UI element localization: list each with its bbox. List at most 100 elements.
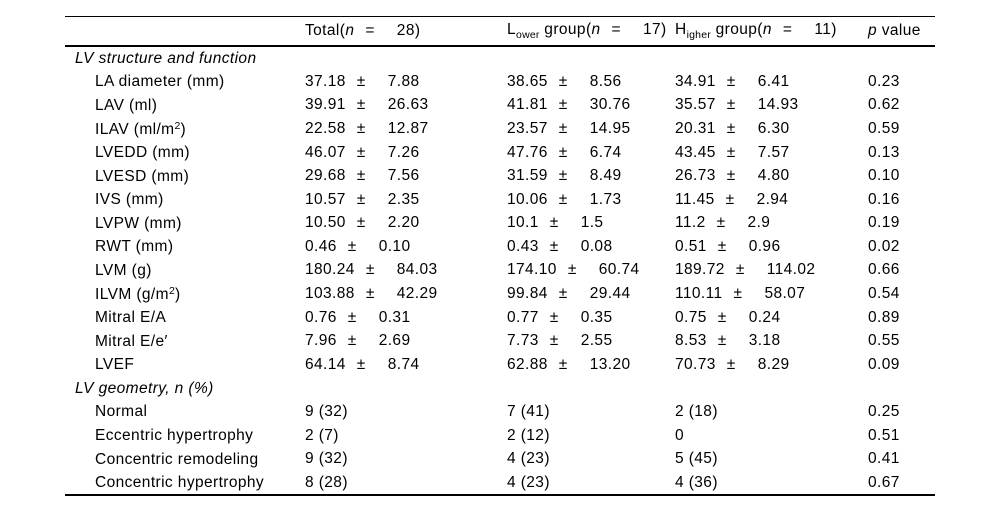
total-plus-minus: ± [356, 143, 366, 161]
p-value-text: 0.02 [868, 237, 900, 255]
higher-mean: 2 (18) [675, 402, 718, 420]
table-row: LVEF 64.14 ±8.74 62.88 ±13.20 70.73 ±8.29 0… [65, 353, 935, 377]
higher-plus-minus: ± [726, 96, 736, 114]
total-mean: 9 (32) [305, 450, 348, 468]
higher-mean: 0.75 [675, 308, 707, 326]
cell-p-value: 0.55 [868, 332, 935, 350]
table-row: LVPW (mm) 10.50 ±2.20 10.1 ±1.5 11.2 ±2.9 0… [65, 212, 935, 236]
row-label-text: ILVM (g/m [95, 285, 169, 303]
higher-mean: 26.73 [675, 167, 716, 185]
lower-sd: 1.5 [580, 214, 604, 232]
cell-lower-group: 174.10 ±60.74 [507, 261, 675, 279]
row-label-suffix: ) [180, 120, 187, 138]
header-p-italic: p [868, 21, 878, 39]
higher-plus-minus: ± [726, 167, 736, 185]
row-label-text: LV geometry, n (%) [75, 379, 214, 397]
total-mean: 10.50 [305, 214, 346, 232]
lower-mean: 7.73 [507, 332, 539, 350]
p-value-text: 0.16 [868, 190, 900, 208]
total-mean: 29.68 [305, 167, 346, 185]
cell-higher-group: 189.72 ±114.02 [675, 261, 868, 279]
lower-mean: 31.59 [507, 167, 548, 185]
higher-sd: 2.9 [747, 214, 771, 232]
row-label: LV geometry, n (%) [65, 379, 305, 398]
cell-higher-group [675, 49, 868, 67]
cell-higher-group: 11.45 ±2.94 [675, 191, 868, 209]
cell-total: 46.07 ±7.26 [305, 144, 507, 162]
lower-sd: 0.08 [580, 237, 613, 255]
higher-sd: 14.93 [757, 96, 799, 114]
p-value-text: 0.19 [868, 214, 900, 232]
row-label: LVM (g) [65, 261, 305, 280]
lower-plus-minus: ± [549, 332, 559, 350]
total-sd: 0.31 [378, 308, 411, 326]
row-label: Concentric remodeling [65, 450, 305, 469]
lower-mean: 174.10 [507, 261, 557, 279]
higher-plus-minus: ± [717, 237, 727, 255]
higher-mean: 110.11 [675, 285, 723, 303]
table-body: LV structure and function LA diameter (m… [65, 47, 935, 495]
lower-sd: 1.73 [589, 190, 622, 208]
lower-plus-minus: ± [558, 143, 568, 161]
cell-total: 29.68 ±7.56 [305, 167, 507, 185]
table-row: Mitral E/e′ 7.96 ±2.69 7.73 ±2.55 8.53 ±3.1… [65, 329, 935, 353]
total-mean: 22.58 [305, 120, 346, 138]
row-label: Normal [65, 402, 305, 421]
total-mean: 7.96 [305, 332, 337, 350]
lower-plus-minus: ± [558, 72, 568, 90]
higher-plus-minus: ± [726, 143, 736, 161]
cell-lower-group: 2 (12) [507, 427, 675, 445]
cell-p-value: 0.09 [868, 356, 935, 374]
total-plus-minus: ± [356, 190, 366, 208]
header-total-n: n [345, 21, 355, 39]
lower-mean: 7 (41) [507, 402, 550, 420]
cell-total [305, 49, 507, 67]
row-label: LA diameter (mm) [65, 72, 305, 91]
row-label: ILAV (ml/m2) [65, 120, 305, 139]
total-plus-minus: ± [356, 96, 366, 114]
row-label: Mitral E/e′ [65, 332, 305, 351]
cell-lower-group: 0.77 ±0.35 [507, 309, 675, 327]
cell-total: 0.76 ±0.31 [305, 309, 507, 327]
row-label-text: LV structure and function [75, 49, 257, 67]
cell-higher-group: 2 (18) [675, 403, 868, 421]
row-label-superscript: 2 [168, 284, 175, 297]
cell-p-value: 0.13 [868, 144, 935, 162]
cell-higher-group: 43.45 ±7.57 [675, 144, 868, 162]
cell-total: 22.58 ±12.87 [305, 120, 507, 138]
lower-plus-minus: ± [558, 120, 568, 138]
higher-plus-minus: ± [717, 308, 727, 326]
table-row: Concentric hypertrophy 8 (28) 4 (23) 4 (… [65, 471, 935, 495]
p-value-text: 0.09 [868, 355, 900, 373]
cell-total: 7.96 ±2.69 [305, 332, 507, 350]
higher-mean: 70.73 [675, 355, 716, 373]
cell-total: 180.24 ±84.03 [305, 261, 507, 279]
row-label-text: RWT (mm) [95, 238, 174, 256]
header-total-count: 28) [396, 21, 421, 39]
column-header-lower-group: Lower group(n = 17) [507, 21, 675, 41]
cell-lower-group: 7 (41) [507, 403, 675, 421]
header-lower-eq: = [611, 20, 621, 38]
p-value-text: 0.62 [868, 96, 900, 114]
row-label: RWT (mm) [65, 237, 305, 256]
total-plus-minus: ± [356, 167, 366, 185]
total-sd: 42.29 [396, 285, 438, 303]
lower-sd: 6.74 [589, 143, 622, 161]
lower-sd: 13.20 [589, 355, 631, 373]
cell-total: 10.57 ±2.35 [305, 191, 507, 209]
higher-mean: 43.45 [675, 143, 716, 161]
row-label: LV structure and function [65, 49, 305, 68]
cell-total: 0.46 ±0.10 [305, 238, 507, 256]
cell-lower-group: 62.88 ±13.20 [507, 356, 675, 374]
header-total-eq: = [365, 21, 375, 39]
row-label-suffix: ) [174, 285, 181, 303]
row-label-text: LVM (g) [95, 261, 152, 279]
total-sd: 84.03 [396, 261, 438, 279]
cell-higher-group: 34.91 ±6.41 [675, 73, 868, 91]
row-label: LVEDD (mm) [65, 143, 305, 162]
table-row: ILVM (g/m2) 103.88 ±42.29 99.84 ±29.44 110… [65, 282, 935, 306]
total-sd: 2.35 [387, 190, 420, 208]
total-plus-minus: ± [356, 72, 366, 90]
cell-p-value: 0.51 [868, 427, 935, 445]
table-row: ILAV (ml/m2) 22.58 ±12.87 23.57 ±14.95 20.… [65, 117, 935, 141]
